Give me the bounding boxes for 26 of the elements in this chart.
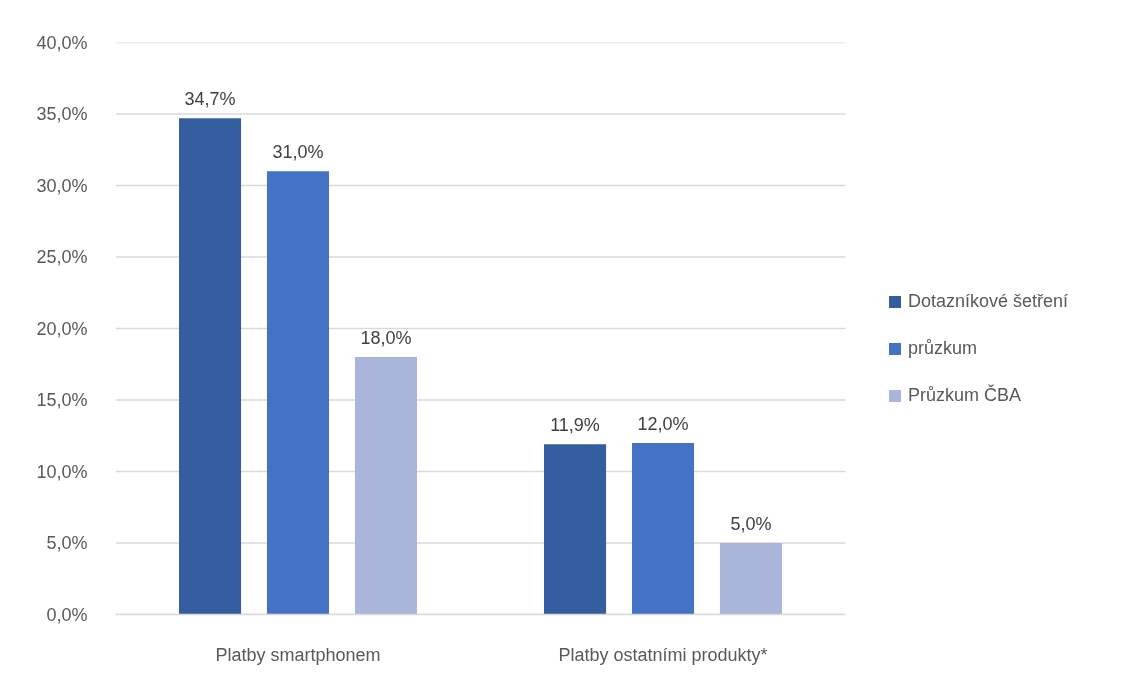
y-tick-label: 40,0% [36,32,88,53]
data-label: 12,0% [637,413,689,434]
bar [631,442,695,615]
bar [179,118,242,615]
y-tick-label: 10,0% [36,461,88,482]
bar [266,171,330,615]
x-tick-label: Platby ostatními produkty* [558,644,768,665]
y-tick-label: 20,0% [36,318,88,339]
y-tick-label: 30,0% [36,175,88,196]
y-tick-label: 35,0% [36,104,88,124]
legend-label: Dotazníkové šetření [908,291,1069,312]
bar [354,357,417,615]
x-tick-label: Platby smartphonem [215,644,381,665]
data-label: 5,0% [730,514,772,534]
bar [719,543,782,615]
data-label: 34,7% [184,89,236,110]
legend-label: průzkum [908,338,978,359]
y-tick-label: 5,0% [46,533,88,553]
data-label: 31,0% [272,142,324,163]
legend-label: Průzkum ČBA [908,385,1022,406]
data-label: 11,9% [550,415,600,436]
y-tick-label: 15,0% [36,390,88,410]
data-label: 18,0% [360,328,412,349]
y-tick-label: 0,0% [46,604,88,625]
y-tick-label: 25,0% [36,247,88,267]
bar [544,444,607,615]
